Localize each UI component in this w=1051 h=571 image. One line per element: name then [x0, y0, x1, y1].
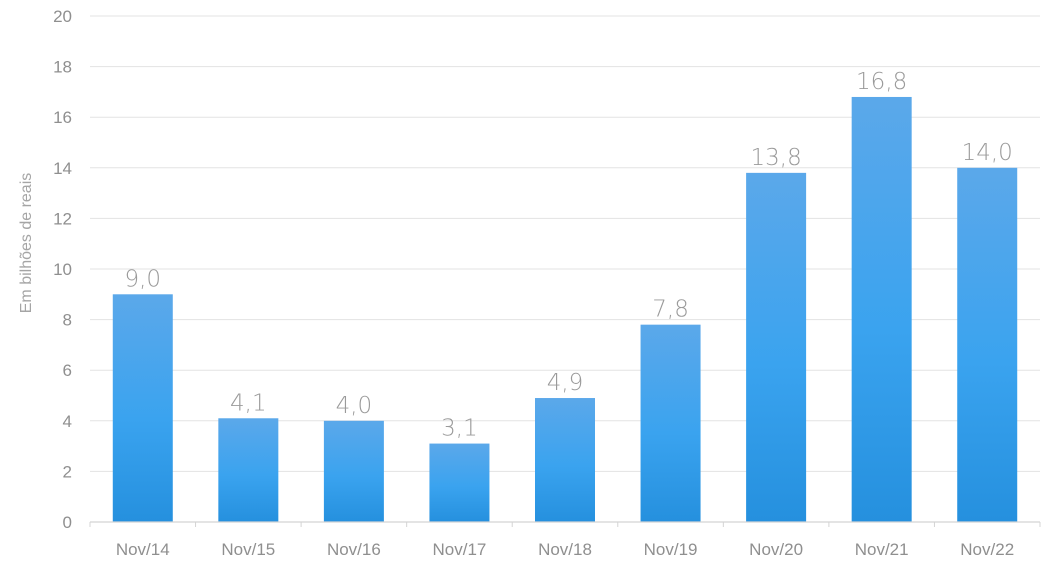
bar-value-label: 7,8: [652, 297, 689, 323]
y-tick-label: 10: [53, 260, 72, 279]
y-tick-label: 2: [63, 462, 72, 481]
bar: [640, 324, 701, 522]
x-tick-label: Nov/15: [221, 540, 275, 559]
bar: [957, 167, 1018, 523]
bar-value-label: 9,0: [124, 266, 161, 292]
x-tick-label: Nov/16: [327, 540, 381, 559]
bar-value-label: 4,9: [547, 370, 584, 396]
y-tick-label: 16: [53, 108, 72, 127]
bar: [429, 443, 490, 522]
x-tick-label: Nov/18: [538, 540, 592, 559]
data-labels: 9,0 4,1 4,0 3,1 4,9 7,8 13,8 16,8 14,0: [124, 69, 1012, 442]
y-tick-label: 20: [53, 7, 72, 26]
bar-value-label: 16,8: [856, 69, 907, 95]
bar: [323, 420, 384, 522]
bar: [851, 96, 912, 523]
bar: [535, 398, 595, 522]
bar-value-label: 14,0: [962, 140, 1013, 166]
x-tick-label: Nov/19: [644, 540, 698, 559]
bar-value-label: 3,1: [441, 416, 478, 442]
bar: [218, 418, 279, 522]
y-tick-label: 0: [63, 513, 72, 532]
bar-value-label: 13,8: [751, 145, 802, 171]
y-axis-ticks: 0 2 4 6 8 10 12 14 16 18 20: [53, 7, 72, 532]
x-tick-label: Nov/21: [855, 540, 909, 559]
y-tick-label: 14: [53, 159, 72, 178]
y-tick-label: 6: [63, 361, 72, 380]
x-tick-label: Nov/17: [433, 540, 487, 559]
y-tick-label: 4: [63, 412, 72, 431]
bar: [746, 172, 807, 523]
bar: [112, 294, 173, 522]
y-tick-label: 8: [63, 311, 72, 330]
x-tick-label: Nov/20: [749, 540, 803, 559]
bar-value-label: 4,1: [230, 390, 267, 416]
y-axis-label: Em bilhões de reais: [18, 173, 35, 314]
y-tick-label: 12: [53, 209, 72, 228]
y-tick-label: 18: [53, 58, 72, 77]
x-axis-ticks: Nov/14 Nov/15 Nov/16 Nov/17 Nov/18 Nov/19 Nov/…: [89, 522, 1041, 559]
x-tick-label: Nov/22: [960, 540, 1014, 559]
bars: [112, 96, 1018, 523]
bar-value-label: 4,0: [336, 393, 373, 419]
x-tick-label: Nov/14: [116, 540, 170, 559]
